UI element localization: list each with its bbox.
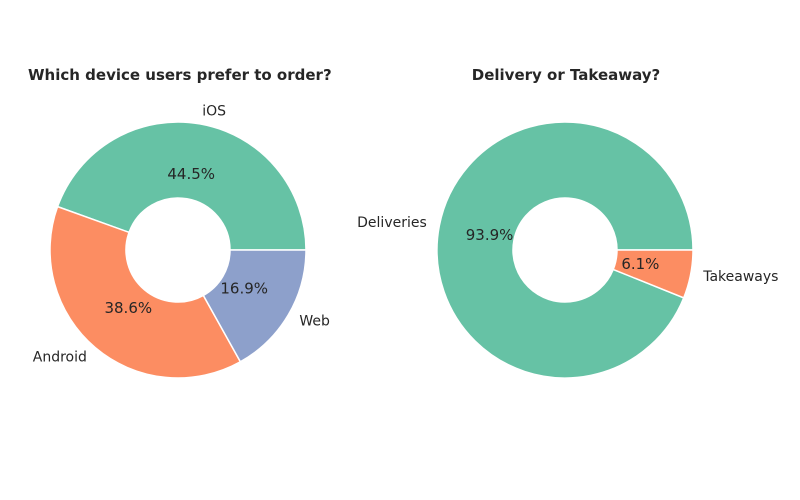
slice-label-ios: iOS xyxy=(202,103,226,119)
pie-slice-deliveries xyxy=(436,121,694,379)
pie-slice-web xyxy=(202,249,307,363)
chart-title-device: Which device users prefer to order? xyxy=(28,66,332,84)
slice-label-takeaways: Takeaways xyxy=(702,269,778,285)
pie-slice-takeaways xyxy=(612,249,694,299)
slice-value-web: 16.9% xyxy=(220,279,268,297)
slice-label-deliveries: Deliveries xyxy=(357,215,427,231)
slice-value-android: 38.6% xyxy=(104,299,152,317)
slice-value-takeaways: 6.1% xyxy=(621,255,659,273)
slice-value-deliveries: 93.9% xyxy=(466,226,514,244)
slice-value-ios: 44.5% xyxy=(167,165,215,183)
slice-label-android: Android xyxy=(33,349,87,365)
pie-slice-ios xyxy=(56,121,307,251)
pie-slice-android xyxy=(49,205,242,379)
slice-label-web: Web xyxy=(299,313,330,329)
chart-title-delivery: Delivery or Takeaway? xyxy=(471,66,661,84)
